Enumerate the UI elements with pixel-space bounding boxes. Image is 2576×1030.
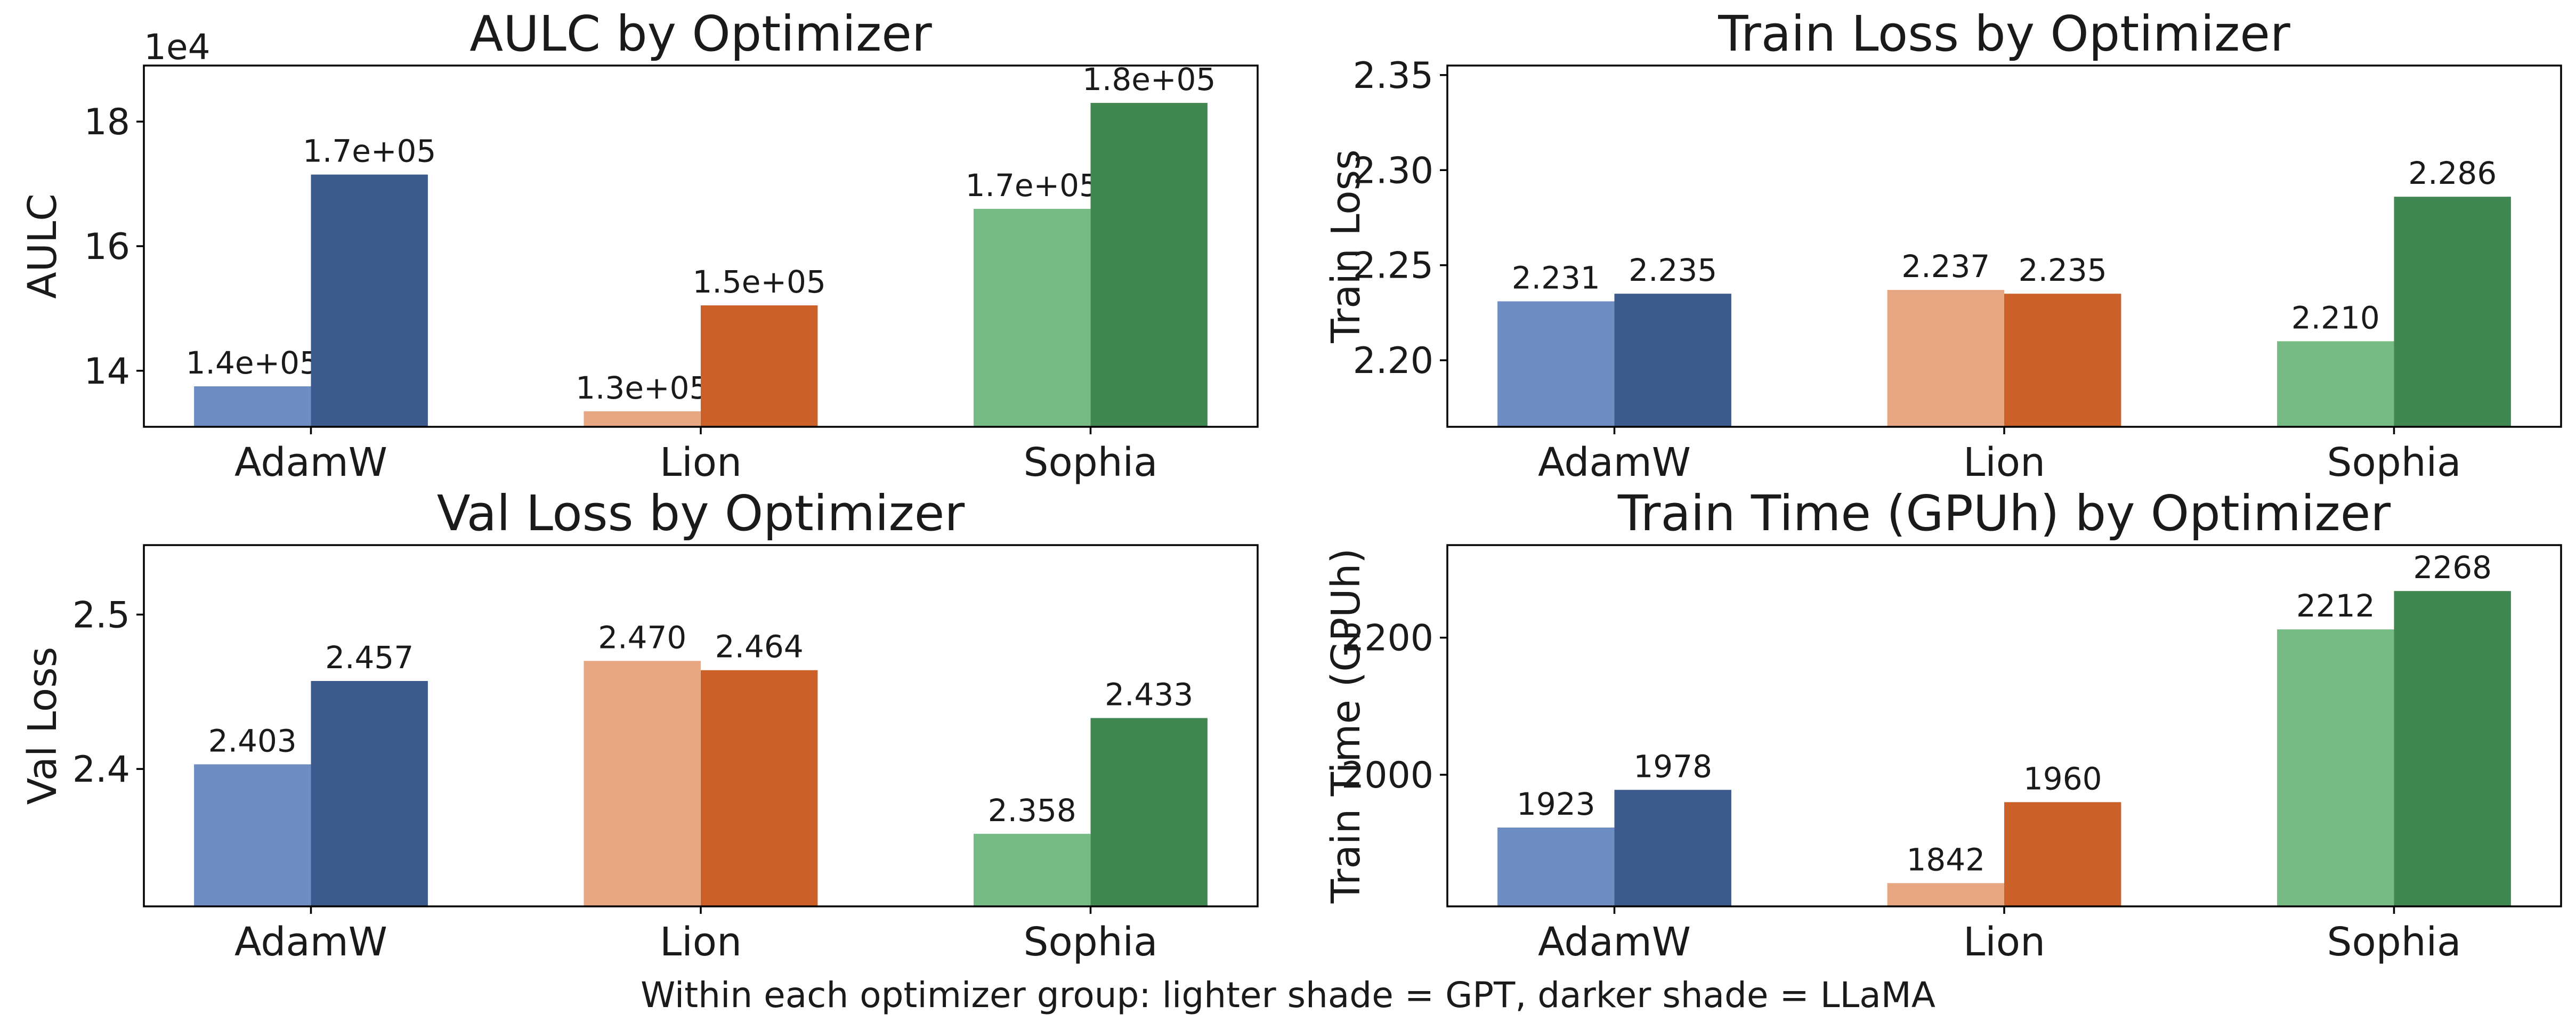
y-axis-title: Train Time (GPUh) <box>1323 548 1369 904</box>
value-label-adamw-llama: 1978 <box>1633 748 1712 784</box>
bar-adamw-llama <box>311 174 428 427</box>
chart-title: Val Loss by Optimizer <box>437 485 965 542</box>
chart-title: Train Loss by Optimizer <box>1718 5 2290 62</box>
y-axis-title: Train Loss <box>1323 149 1369 343</box>
bar-sophia-llama <box>2394 591 2511 906</box>
x-tick-label-lion: Lion <box>660 440 742 485</box>
bar-lion-llama <box>701 305 818 427</box>
y-tick-label: 2.30 <box>1353 150 1433 192</box>
y-tick-label: 16 <box>84 226 130 268</box>
bar-lion-gpt <box>584 411 701 427</box>
bar-lion-gpt <box>584 661 701 906</box>
x-tick-label-sophia: Sophia <box>1023 919 1157 965</box>
bar-lion-llama <box>2004 802 2121 906</box>
chart-panel-val-loss: 2.403 2.457 AdamW 2.470 2.464 Lion 2.358 2.433 S… <box>20 485 1259 965</box>
bar-sophia-llama <box>1090 103 1208 427</box>
value-label-sophia-llama: 2.433 <box>1105 677 1193 713</box>
y-scale-label: 1e4 <box>144 27 210 68</box>
x-tick-label-adamw: AdamW <box>234 919 387 965</box>
axes-frame <box>1446 64 2562 428</box>
value-label-adamw-llama: 1.7e+05 <box>303 133 436 169</box>
y-tick-label: 2000 <box>1341 755 1433 797</box>
value-label-lion-gpt: 2.470 <box>598 619 686 655</box>
value-label-lion-gpt: 2.237 <box>1901 248 1990 285</box>
value-label-adamw-gpt: 1.4e+05 <box>186 345 319 381</box>
value-label-lion-llama: 1960 <box>2023 760 2102 797</box>
x-tick-label-sophia: Sophia <box>2327 919 2461 965</box>
value-label-lion-gpt: 1842 <box>1906 841 1985 878</box>
y-tick-label: 2.4 <box>72 749 130 791</box>
bar-lion-gpt <box>1887 290 2004 427</box>
value-label-sophia-llama: 1.8e+05 <box>1082 61 1216 98</box>
value-label-sophia-llama: 2.286 <box>2408 155 2497 191</box>
value-label-adamw-llama: 2.457 <box>325 639 414 676</box>
bar-lion-llama <box>2004 294 2121 427</box>
x-tick-label-lion: Lion <box>1963 440 2045 485</box>
value-label-lion-llama: 1.5e+05 <box>693 264 826 300</box>
y-tick-label: 2.20 <box>1353 340 1433 382</box>
y-axis-title: AULC <box>20 193 66 299</box>
value-label-adamw-gpt: 2.403 <box>208 723 297 759</box>
y-tick-label: 14 <box>84 351 130 393</box>
chart-panel-train-loss: 2.231 2.235 AdamW 2.237 2.235 Lion 2.210 2.286 S… <box>1323 5 2562 485</box>
bar-lion-llama <box>701 670 818 906</box>
value-label-adamw-gpt: 2.231 <box>1512 260 1600 296</box>
value-label-adamw-llama: 2.235 <box>1629 252 1717 288</box>
bar-sophia-llama <box>1090 718 1208 906</box>
y-tick-label: 2200 <box>1341 618 1433 660</box>
bar-sophia-llama <box>2394 197 2511 427</box>
y-tick-label: 18 <box>84 101 130 143</box>
x-tick-label-sophia: Sophia <box>2327 440 2461 485</box>
value-label-sophia-gpt: 2.210 <box>2291 299 2380 336</box>
bar-adamw-llama <box>311 681 428 906</box>
bar-sophia-gpt <box>974 208 1091 427</box>
x-tick-label-sophia: Sophia <box>1023 440 1157 485</box>
figure-caption: Within each optimizer group: lighter sha… <box>641 975 1935 1016</box>
value-label-lion-llama: 2.464 <box>715 629 804 665</box>
value-label-adamw-gpt: 1923 <box>1517 786 1595 822</box>
y-tick-label: 2.25 <box>1353 245 1433 287</box>
chart-panel-train-time-gpuh: 1923 1978 AdamW 1842 1960 Lion 2212 2268 Sophia 2… <box>1323 485 2562 965</box>
bar-adamw-llama <box>1614 294 1731 427</box>
x-tick-label-adamw: AdamW <box>234 440 387 485</box>
value-label-sophia-gpt: 2212 <box>2296 588 2375 624</box>
bar-lion-gpt <box>1887 883 2004 906</box>
y-tick-label: 2.5 <box>72 594 130 636</box>
bar-adamw-gpt <box>1497 828 1615 906</box>
x-tick-label-adamw: AdamW <box>1538 919 1691 965</box>
bar-sophia-gpt <box>2277 629 2394 906</box>
bar-sophia-gpt <box>974 833 1091 906</box>
bar-adamw-gpt <box>194 764 311 906</box>
chart-panel-aulc: 1.4e+05 1.7e+05 AdamW 1.3e+05 1.5e+05 Lion 1.7… <box>20 5 1259 485</box>
axes-frame <box>143 544 1259 907</box>
x-tick-label-lion: Lion <box>1963 919 2045 965</box>
value-label-sophia-gpt: 1.7e+05 <box>966 167 1099 204</box>
bar-adamw-llama <box>1614 790 1731 906</box>
y-axis-title: Val Loss <box>20 647 66 805</box>
value-label-lion-llama: 2.235 <box>2019 252 2107 288</box>
value-label-sophia-gpt: 2.358 <box>988 792 1076 829</box>
value-label-sophia-llama: 2268 <box>2413 549 2492 586</box>
x-tick-label-adamw: AdamW <box>1538 440 1691 485</box>
axes-frame <box>1446 544 2562 907</box>
bar-adamw-gpt <box>1497 301 1615 427</box>
chart-title: AULC by Optimizer <box>469 5 932 62</box>
chart-title: Train Time (GPUh) by Optimizer <box>1617 485 2391 542</box>
bar-adamw-gpt <box>194 386 311 427</box>
bar-sophia-gpt <box>2277 341 2394 427</box>
value-label-lion-gpt: 1.3e+05 <box>576 370 709 406</box>
y-tick-label: 2.35 <box>1353 55 1433 97</box>
x-tick-label-lion: Lion <box>660 919 742 965</box>
